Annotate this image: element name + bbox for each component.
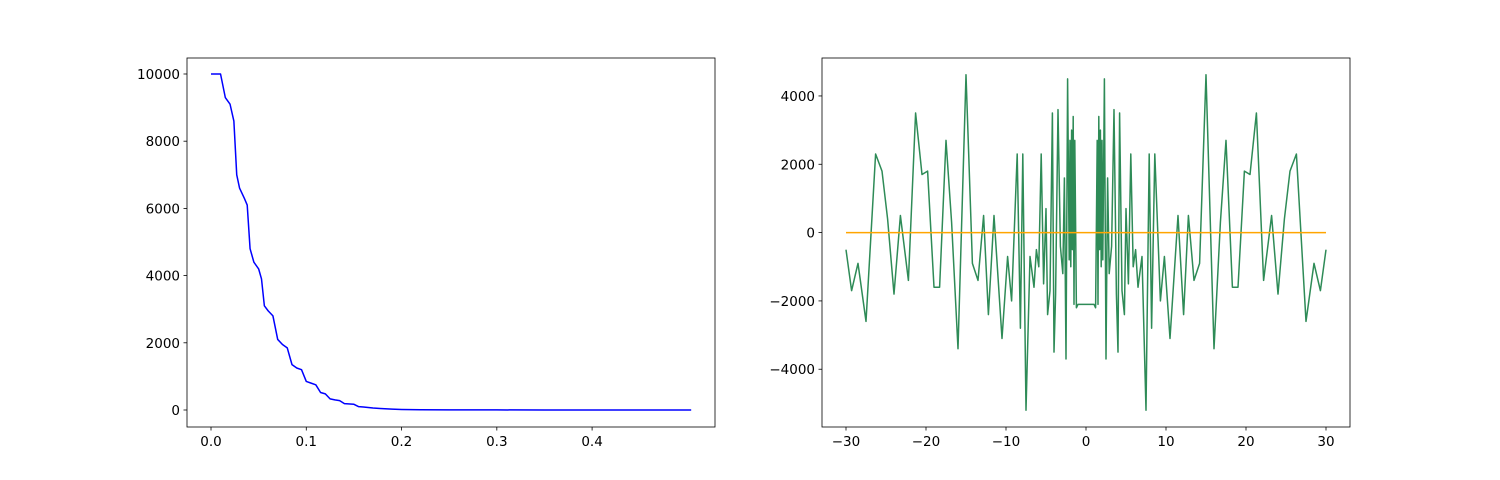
y-tick-label: 0	[171, 403, 180, 419]
y-tick-label: −2000	[769, 294, 815, 310]
x-tick-label: −10	[992, 434, 1021, 450]
x-tick-label: 0.4	[581, 434, 602, 450]
y-tick-label: 4000	[781, 89, 815, 105]
x-tick-label: 30	[1317, 434, 1334, 450]
x-tick-label: 0.2	[391, 434, 412, 450]
x-tick-label: −20	[912, 434, 941, 450]
x-tick-label: 10	[1157, 434, 1174, 450]
y-tick-label: 4000	[146, 269, 180, 285]
data-line	[211, 73, 692, 411]
x-tick-label: 0.3	[486, 434, 507, 450]
axes-frame	[821, 57, 1351, 428]
x-tick-label: 20	[1237, 434, 1254, 450]
data-line	[845, 74, 1327, 411]
y-tick-label: 2000	[146, 336, 180, 352]
y-tick-label: 6000	[146, 201, 180, 217]
y-tick-label: 0	[806, 226, 815, 242]
y-tick-label: 2000	[781, 157, 815, 173]
x-tick-label: 0	[1082, 434, 1091, 450]
x-tick-label: −30	[832, 434, 861, 450]
y-tick-label: −4000	[769, 362, 815, 378]
axes-frame	[186, 57, 716, 428]
y-tick-label: 8000	[146, 134, 180, 150]
x-tick-label: 0.1	[296, 434, 317, 450]
x-tick-label: 0.0	[200, 434, 221, 450]
y-tick-label: 10000	[137, 67, 180, 83]
